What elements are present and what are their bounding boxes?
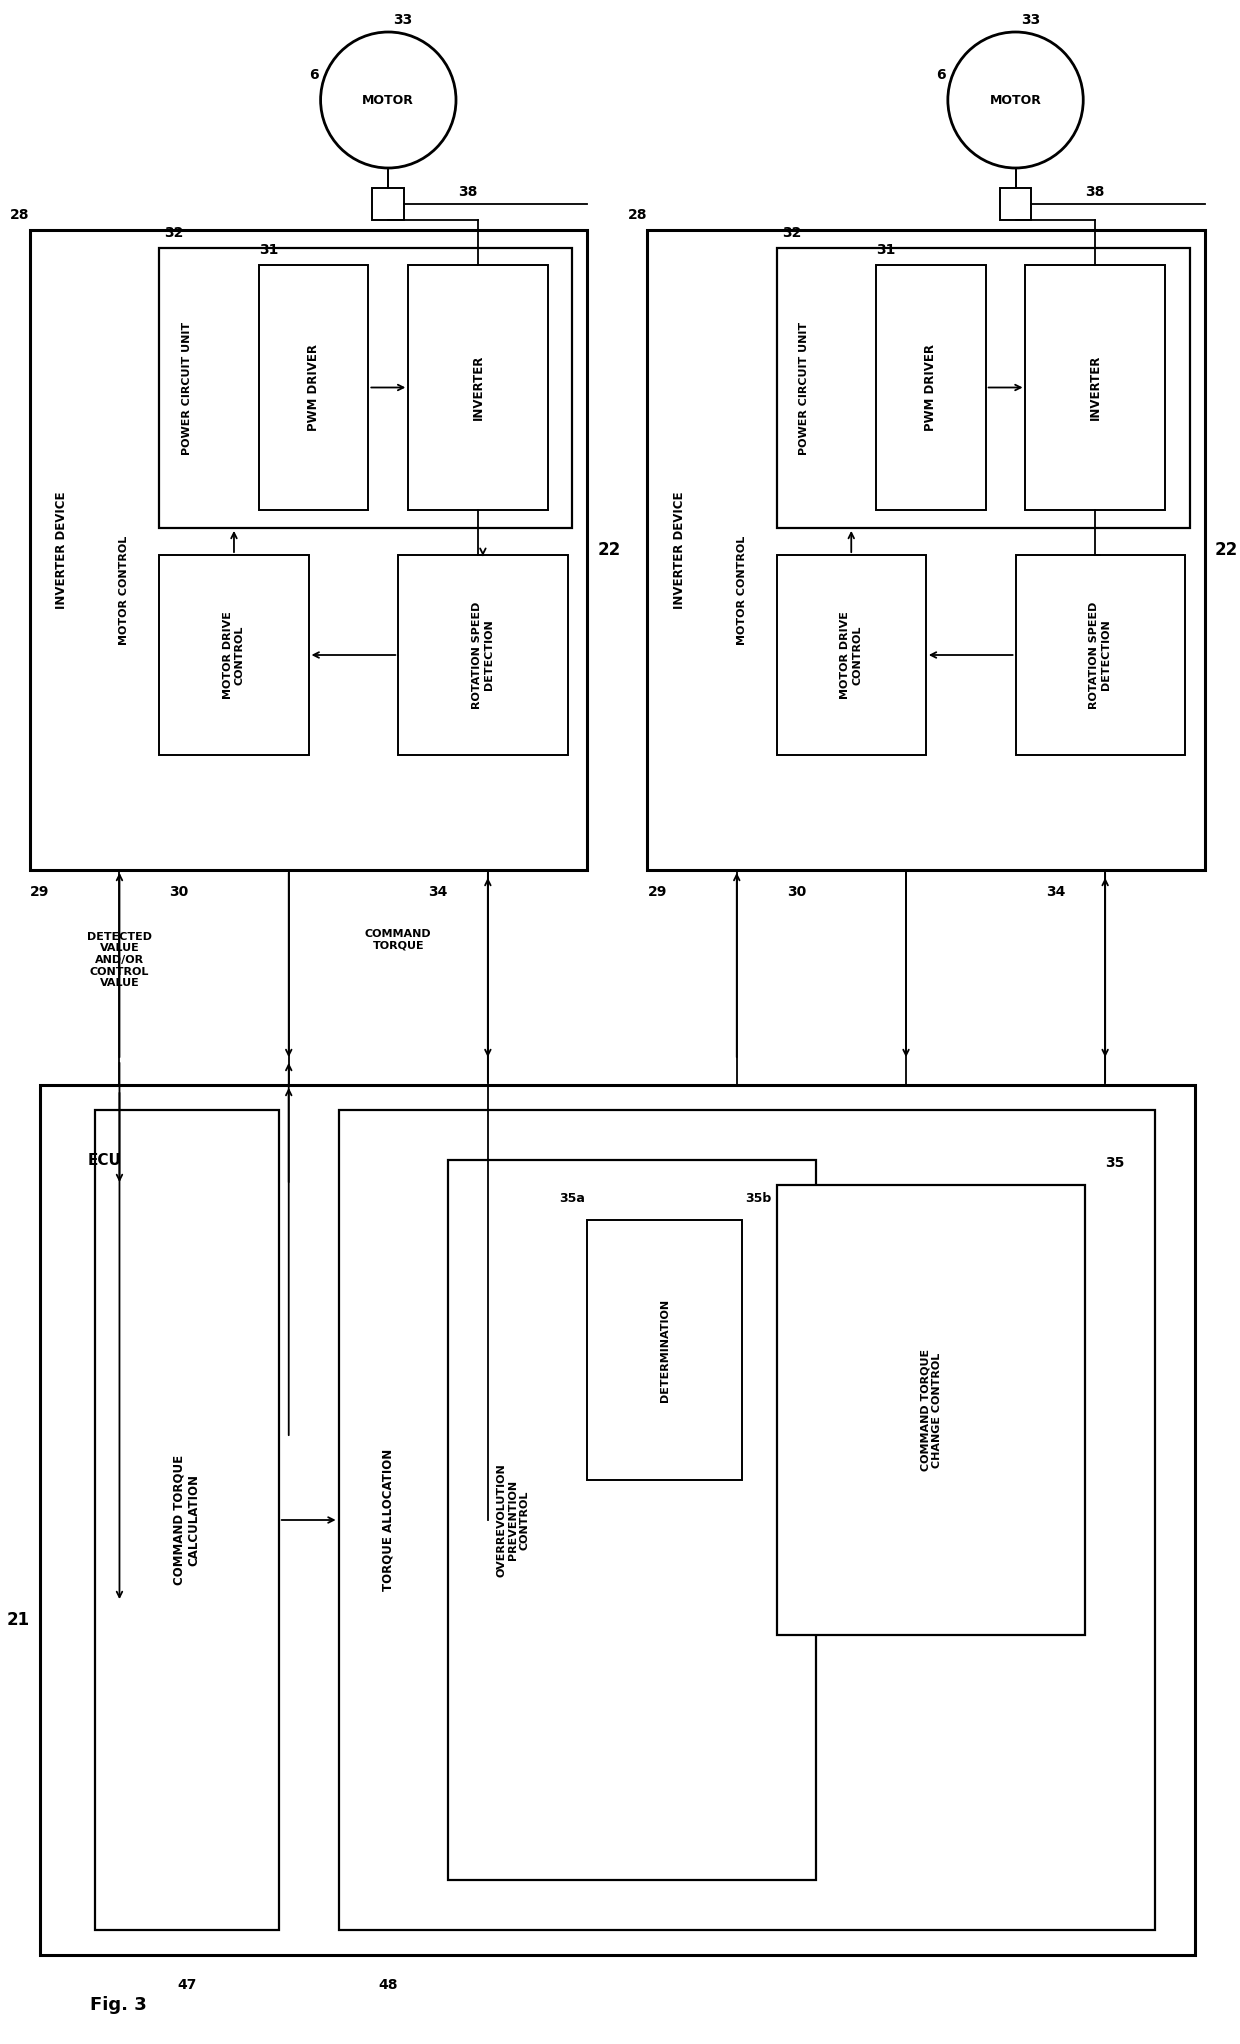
Text: DETECTED
VALUE
AND/OR
CONTROL
VALUE: DETECTED VALUE AND/OR CONTROL VALUE	[87, 932, 153, 987]
Text: 31: 31	[259, 243, 279, 258]
Text: 35a: 35a	[559, 1192, 585, 1204]
Circle shape	[321, 33, 456, 168]
Bar	[408, 266, 548, 511]
Bar	[398, 556, 568, 754]
Text: ECU: ECU	[88, 1153, 122, 1167]
Text: 22: 22	[1215, 542, 1239, 558]
Text: 28: 28	[627, 208, 647, 223]
Text: INVERTER: INVERTER	[1089, 356, 1101, 421]
Text: MOTOR CONTROL: MOTOR CONTROL	[737, 536, 746, 644]
Text: INVERTER DEVICE: INVERTER DEVICE	[56, 491, 68, 609]
Text: 6: 6	[936, 67, 946, 82]
Bar	[1025, 266, 1164, 511]
Text: 32: 32	[782, 227, 801, 239]
Bar	[159, 556, 309, 754]
Text: 33: 33	[1021, 12, 1040, 27]
Text: 34: 34	[1045, 885, 1065, 899]
Text: 6: 6	[309, 67, 319, 82]
Bar	[339, 1110, 1154, 1930]
Bar	[776, 1186, 1085, 1635]
Bar	[588, 1220, 742, 1480]
Text: MOTOR: MOTOR	[990, 94, 1042, 106]
Text: POWER CIRCUIT UNIT: POWER CIRCUIT UNIT	[800, 321, 810, 454]
Bar	[159, 247, 573, 527]
Bar	[999, 188, 1032, 221]
Text: 34: 34	[428, 885, 448, 899]
Text: INVERTER DEVICE: INVERTER DEVICE	[672, 491, 686, 609]
Text: MOTOR CONTROL: MOTOR CONTROL	[119, 536, 129, 644]
Text: 21: 21	[6, 1611, 30, 1629]
Text: MOTOR DRIVE
CONTROL: MOTOR DRIVE CONTROL	[841, 611, 862, 699]
Bar	[776, 247, 1189, 527]
Text: 29: 29	[30, 885, 50, 899]
Text: POWER CIRCUIT UNIT: POWER CIRCUIT UNIT	[182, 321, 192, 454]
Text: ROTATION SPEED
DETECTION: ROTATION SPEED DETECTION	[472, 601, 494, 709]
Text: COMMAND TORQUE
CALCULATION: COMMAND TORQUE CALCULATION	[172, 1455, 201, 1584]
Text: MOTOR DRIVE
CONTROL: MOTOR DRIVE CONTROL	[223, 611, 244, 699]
Text: 47: 47	[177, 1979, 196, 1993]
Bar	[776, 556, 926, 754]
Text: 32: 32	[165, 227, 184, 239]
Text: DETERMINATION: DETERMINATION	[660, 1298, 670, 1402]
Text: 29: 29	[647, 885, 667, 899]
Text: 28: 28	[10, 208, 30, 223]
Text: 31: 31	[877, 243, 895, 258]
Text: 35b: 35b	[745, 1192, 771, 1204]
Bar	[372, 188, 404, 221]
Text: 33: 33	[393, 12, 413, 27]
Text: PWM DRIVER: PWM DRIVER	[308, 343, 320, 431]
Bar	[259, 266, 368, 511]
Text: 30: 30	[787, 885, 806, 899]
Text: MOTOR: MOTOR	[362, 94, 414, 106]
Circle shape	[947, 33, 1084, 168]
Text: 35: 35	[1105, 1157, 1125, 1169]
Text: 22: 22	[598, 542, 621, 558]
Text: INVERTER: INVERTER	[471, 356, 485, 421]
Bar	[877, 266, 986, 511]
Text: PWM DRIVER: PWM DRIVER	[924, 343, 937, 431]
Text: 38: 38	[459, 186, 477, 198]
Text: COMMAND
TORQUE: COMMAND TORQUE	[365, 930, 432, 950]
Text: COMMAND TORQUE
CHANGE CONTROL: COMMAND TORQUE CHANGE CONTROL	[920, 1349, 941, 1472]
Text: Fig. 3: Fig. 3	[89, 1997, 146, 2013]
Text: 30: 30	[170, 885, 188, 899]
Text: TORQUE ALLOCATION: TORQUE ALLOCATION	[382, 1449, 394, 1590]
Bar	[30, 231, 588, 871]
Text: 48: 48	[378, 1979, 398, 1993]
Bar	[647, 231, 1205, 871]
Text: ROTATION SPEED
DETECTION: ROTATION SPEED DETECTION	[1090, 601, 1111, 709]
Text: 38: 38	[1085, 186, 1105, 198]
Text: OVERREVOLUTION
PREVENTION
CONTROL: OVERREVOLUTION PREVENTION CONTROL	[496, 1464, 529, 1576]
Bar	[448, 1161, 816, 1880]
Bar	[40, 1085, 1195, 1954]
Bar	[1016, 556, 1184, 754]
Bar	[94, 1110, 279, 1930]
